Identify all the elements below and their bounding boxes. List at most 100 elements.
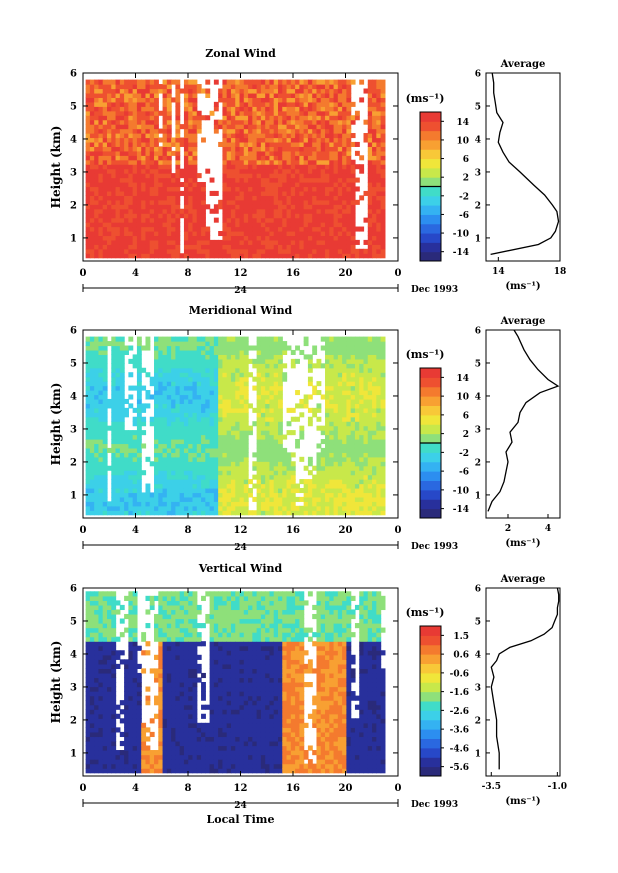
heatmap-cell: [312, 110, 318, 116]
heatmap-cell: [316, 155, 322, 161]
heatmap-cell: [213, 367, 219, 373]
heatmap-cell: [98, 487, 104, 494]
heatmap-cell: [183, 164, 189, 170]
heatmap-cell: [350, 461, 356, 467]
heatmap-cell: [141, 150, 147, 156]
heatmap-cell: [235, 443, 241, 449]
heatmap-cell: [278, 92, 283, 98]
heatmap-cell: [205, 204, 211, 210]
heatmap-cell: [107, 124, 112, 130]
heatmap-cell: [98, 461, 104, 467]
heatmap-cell: [175, 501, 181, 507]
heatmap-cell: [342, 168, 348, 174]
heatmap-cell: [136, 501, 142, 507]
heatmap-cell: [239, 244, 245, 250]
heatmap-cell: [337, 394, 343, 400]
heatmap-cell: [98, 358, 104, 364]
heatmap-cell: [359, 452, 365, 458]
heatmap-cell: [333, 483, 339, 489]
heatmap-cell: [376, 381, 382, 387]
heatmap-cell: [171, 465, 177, 471]
heatmap-cell: [102, 474, 108, 480]
heatmap-cell: [299, 217, 305, 223]
heatmap-cell: [307, 222, 313, 228]
heatmap-cell: [299, 115, 305, 121]
heatmap-cell: [265, 84, 271, 90]
heatmap-cell: [196, 407, 202, 413]
heatmap-cell: [316, 407, 322, 413]
heatmap-cell: [256, 106, 262, 112]
x-tick-label: 20: [339, 525, 353, 536]
heatmap-cell: [342, 235, 348, 241]
heatmap-cell: [154, 483, 159, 489]
heatmap-cell: [154, 155, 159, 161]
heatmap-cell: [346, 461, 352, 467]
heatmap-cell: [282, 363, 288, 369]
heatmap-cell: [94, 230, 100, 237]
heatmap-cell: [320, 363, 326, 369]
heatmap-cell: [329, 510, 335, 516]
heatmap-cell: [342, 390, 348, 396]
heatmap-cell: [325, 146, 330, 152]
heatmap-cell: [380, 239, 386, 245]
heatmap-cell: [273, 390, 279, 396]
heatmap-cell: [119, 204, 125, 210]
heatmap-cell: [376, 372, 382, 378]
heatmap-cell: [337, 505, 343, 511]
heatmap-cell: [278, 146, 283, 152]
heatmap-cell: [337, 186, 343, 192]
heatmap-cell: [85, 230, 91, 237]
heatmap-cell: [175, 416, 181, 422]
heatmap-cell: [269, 244, 275, 250]
heatmap-cell: [222, 456, 228, 462]
heatmap-cell: [132, 439, 138, 445]
heatmap-cell: [320, 190, 326, 196]
heatmap-cell: [278, 381, 283, 387]
heatmap-cell: [179, 403, 185, 409]
heatmap-cell: [89, 92, 95, 98]
heatmap-cell: [307, 119, 313, 125]
heatmap-cell: [141, 510, 147, 516]
heatmap-cell: [316, 403, 322, 409]
heatmap-cell: [115, 150, 121, 156]
heatmap-cell: [196, 358, 202, 364]
heatmap-cell: [192, 239, 198, 245]
heatmap-cell: [192, 92, 198, 98]
heatmap-cell: [192, 496, 198, 502]
heatmap-cell: [128, 195, 134, 201]
heatmap-cell: [260, 470, 266, 476]
heatmap-cell: [252, 226, 258, 232]
heatmap-cell: [128, 226, 134, 232]
heatmap-cell: [278, 461, 283, 467]
heatmap-cell: [213, 430, 219, 436]
heatmap-cell: [230, 398, 236, 404]
profile-y-tick-label: 4: [475, 135, 481, 145]
heatmap-cell: [132, 416, 138, 422]
heatmap-cell: [89, 354, 95, 360]
heatmap-cell: [303, 79, 309, 85]
heatmap-cell: [260, 97, 266, 103]
heatmap-cell: [282, 84, 288, 90]
heatmap-cell: [162, 124, 168, 130]
heatmap-cell: [243, 341, 249, 347]
heatmap-cell: [256, 186, 262, 192]
heatmap-cell: [282, 376, 288, 382]
heatmap-cell: [115, 115, 121, 121]
heatmap-cell: [239, 168, 245, 174]
heatmap-cell: [111, 235, 117, 241]
heatmap-cell: [192, 164, 198, 170]
heatmap-cell: [175, 128, 181, 134]
heatmap-cell: [115, 416, 121, 422]
heatmap-cell: [316, 208, 322, 214]
heatmap-cell: [307, 92, 313, 98]
heatmap-cell: [141, 505, 147, 511]
heatmap-cell: [372, 407, 377, 413]
heatmap-cell: [248, 133, 253, 139]
heatmap-cell: [342, 164, 348, 170]
heatmap-cell: [183, 398, 189, 404]
heatmap-cell: [124, 177, 129, 183]
heatmap-cell: [307, 248, 313, 254]
heatmap-cell: [222, 146, 228, 152]
heatmap-cell: [98, 421, 104, 427]
heatmap-cell: [278, 358, 283, 364]
